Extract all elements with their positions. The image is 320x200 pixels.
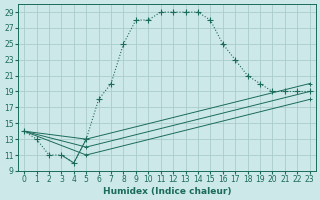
X-axis label: Humidex (Indice chaleur): Humidex (Indice chaleur) <box>103 187 231 196</box>
